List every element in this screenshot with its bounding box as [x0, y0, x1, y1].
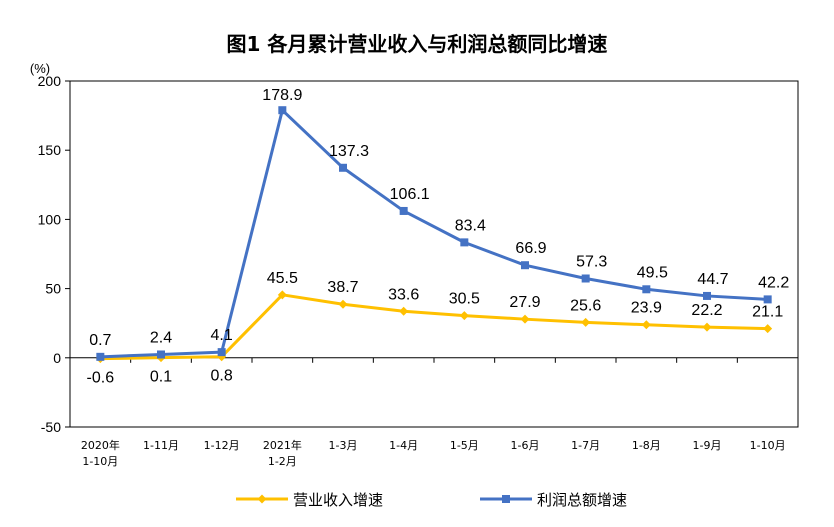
profit-data-point — [96, 352, 105, 361]
profit-data-point — [278, 106, 287, 115]
x-tick-label: 1-7月 — [571, 439, 600, 452]
y-tick-label: 50 — [45, 281, 61, 297]
x-tick-label: 2020年 — [81, 438, 120, 452]
profit-data-label: 42.2 — [758, 274, 789, 291]
profit-data-label: 2.4 — [150, 329, 172, 346]
revenue-data-point — [338, 299, 348, 309]
revenue-data-point — [459, 311, 469, 321]
revenue-data-label: 22.2 — [691, 302, 722, 319]
profit-data-point — [339, 163, 347, 172]
legend-profit-label: 利润总额增速 — [537, 491, 627, 509]
profit-data-point — [521, 261, 529, 270]
profit-data-point — [399, 206, 408, 215]
revenue-data-label: 45.5 — [267, 270, 298, 287]
profit-data-point — [763, 295, 772, 304]
series-line-profit — [100, 108, 768, 359]
profit-data-point — [581, 274, 590, 283]
profit-data-label: 0.7 — [89, 332, 111, 349]
revenue-data-point — [581, 317, 591, 327]
y-unit-label: (%) — [30, 61, 50, 76]
chart-title: 图1 各月累计营业收入与利润总额同比增速 — [226, 32, 608, 56]
series-line-revenue — [100, 293, 768, 361]
revenue-data-point — [641, 320, 651, 330]
revenue-data-label: 30.5 — [449, 291, 480, 308]
revenue-data-label: 21.1 — [752, 304, 783, 321]
x-tick-label: 1-11月 — [143, 439, 179, 452]
y-tick-label: -50 — [41, 419, 61, 435]
revenue-data-label: 23.9 — [631, 300, 662, 317]
x-tick-label: 2021年 — [263, 438, 302, 452]
x-tick-label: 1-9月 — [693, 439, 722, 452]
legend-revenue-label: 营业收入增速 — [293, 491, 383, 509]
x-tick-label: 1-10月 — [750, 439, 786, 452]
x-tick-label: 1-12月 — [204, 439, 240, 452]
profit-data-label: 57.3 — [576, 253, 607, 270]
y-tick-label: 200 — [38, 73, 62, 89]
y-tick-label: 0 — [53, 350, 61, 366]
x-tick-label: 1-10月 — [82, 455, 118, 468]
x-tick-label: 1-2月 — [268, 455, 297, 468]
revenue-data-point — [763, 324, 773, 334]
profit-data-point — [157, 350, 165, 359]
revenue-data-label: -0.6 — [87, 370, 115, 387]
revenue-data-point — [399, 306, 409, 316]
profit-data-label: 106.1 — [390, 186, 430, 203]
revenue-data-point — [702, 322, 712, 332]
profit-data-point — [460, 238, 469, 247]
revenue-data-label: 0.8 — [211, 368, 233, 385]
revenue-data-label: 0.1 — [150, 369, 172, 386]
plot-frame — [69, 80, 799, 428]
legend-profit-marker — [502, 495, 510, 503]
profit-data-label: 178.9 — [262, 87, 302, 104]
profit-data-point — [642, 285, 651, 294]
profit-data-point — [217, 348, 226, 357]
x-tick-label: 1-4月 — [389, 439, 418, 452]
x-tick-label: 1-8月 — [632, 439, 661, 452]
revenue-data-label: 38.7 — [327, 279, 358, 296]
revenue-data-label: 25.6 — [570, 297, 601, 314]
revenue-data-label: 33.6 — [388, 286, 419, 303]
profit-data-label: 49.5 — [637, 264, 668, 281]
profit-data-label: 83.4 — [455, 217, 486, 234]
y-tick-label: 100 — [38, 211, 62, 227]
profit-data-label: 44.7 — [697, 271, 728, 288]
profit-data-label: 137.3 — [329, 143, 369, 160]
x-tick-label: 1-5月 — [450, 439, 479, 452]
profit-data-label: 66.9 — [515, 240, 546, 257]
x-tick-label: 1-6月 — [511, 439, 540, 452]
profit-data-point — [703, 291, 711, 300]
legend-revenue-marker — [257, 494, 267, 504]
profit-data-label: 4.1 — [211, 327, 233, 344]
y-tick-label: 150 — [38, 142, 62, 158]
x-tick-label: 1-3月 — [329, 439, 358, 452]
revenue-data-point — [520, 314, 530, 324]
revenue-data-point — [277, 290, 287, 300]
revenue-data-label: 27.9 — [509, 294, 540, 311]
